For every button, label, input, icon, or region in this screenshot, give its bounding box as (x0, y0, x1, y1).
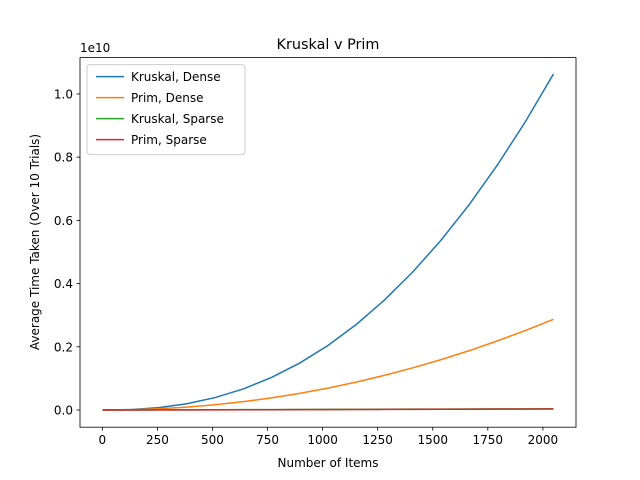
legend-label: Prim, Sparse (131, 133, 207, 147)
series-line (102, 408, 554, 411)
series-line (102, 73, 555, 411)
y-tick-label: 0.2 (54, 340, 73, 354)
y-tick-label: 1.0 (54, 87, 73, 101)
x-tick-label: 2000 (528, 433, 559, 447)
x-tick-label: 1250 (362, 433, 393, 447)
y-tick-label: 0.8 (54, 151, 73, 165)
legend-label: Kruskal, Sparse (131, 112, 224, 126)
chart-title: Kruskal v Prim (277, 37, 380, 53)
legend-label: Prim, Dense (131, 91, 203, 105)
legend-label: Kruskal, Dense (131, 70, 221, 84)
legend-box (86, 64, 246, 156)
y-tick-label: 0.0 (54, 404, 73, 418)
y-tick-label: 0.6 (54, 214, 73, 228)
y-tick-label: 0.4 (54, 277, 73, 291)
x-tick-label: 1500 (417, 433, 448, 447)
x-tick-label: 750 (256, 433, 279, 447)
y-offset-label: 1e10 (80, 41, 110, 55)
x-tick-label: 1750 (473, 433, 504, 447)
x-tick-label: 500 (201, 433, 224, 447)
x-axis-label: Number of Items (278, 456, 379, 470)
y-axis-label: Average Time Taken (Over 10 Trials) (28, 134, 42, 350)
series-line (102, 318, 554, 411)
x-tick-label: 250 (146, 433, 169, 447)
x-tick-label: 1000 (307, 433, 338, 447)
x-tick-label: 0 (99, 433, 107, 447)
plot-frame (79, 57, 577, 428)
